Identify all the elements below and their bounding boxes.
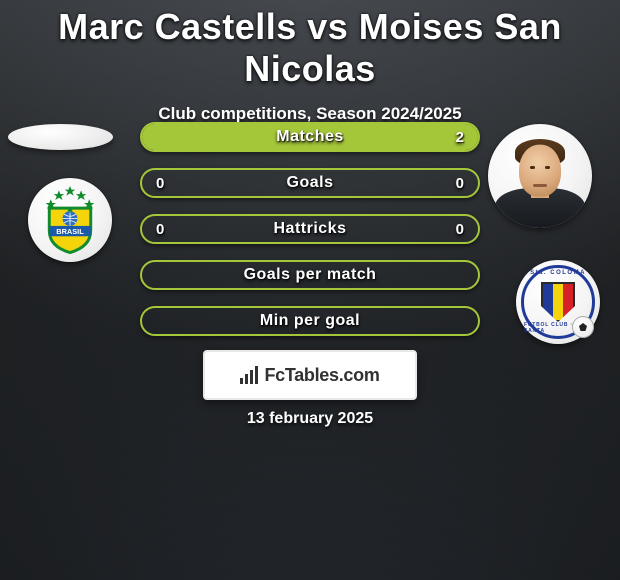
page-title: Marc Castells vs Moises San Nicolas [0, 0, 620, 90]
stat-row: 0Hattricks0 [140, 214, 480, 244]
stat-row: 0Goals0 [140, 168, 480, 198]
club-right-crest: Sta. COLOMA FUTBOL CLUB · SANTA [516, 260, 600, 344]
player-left-photo-placeholder [8, 124, 113, 150]
stat-label: Hattricks [180, 220, 440, 238]
stat-left-value: 0 [156, 175, 180, 192]
stat-row: Min per goal [140, 306, 480, 336]
cbf-crest-icon: BRASIL [33, 183, 107, 257]
stat-label: Goals per match [180, 266, 440, 284]
stat-right-value: 0 [440, 175, 464, 192]
stat-row: Goals per match [140, 260, 480, 290]
stat-right-value: 2 [440, 129, 464, 146]
stat-row: Matches2 [140, 122, 480, 152]
stat-label: Min per goal [180, 312, 440, 330]
stat-left-value: 0 [156, 221, 180, 238]
player-right-photo [488, 124, 592, 228]
stat-rows: Matches20Goals00Hattricks0Goals per matc… [140, 122, 480, 352]
crest-ring: Sta. COLOMA FUTBOL CLUB · SANTA [521, 265, 595, 339]
club-left-crest: BRASIL [28, 178, 112, 262]
branding-label: FcTables.com [264, 365, 379, 386]
stat-right-value: 0 [440, 221, 464, 238]
date-label: 13 february 2025 [0, 410, 620, 428]
subtitle: Club competitions, Season 2024/2025 [0, 104, 620, 124]
svg-text:BRASIL: BRASIL [56, 227, 84, 236]
soccer-ball-icon [572, 316, 594, 338]
bar-chart-icon [240, 366, 258, 384]
crest-shield [541, 282, 575, 322]
comparison-widget: Marc Castells vs Moises San Nicolas Club… [0, 0, 620, 580]
stat-label: Matches [180, 128, 440, 146]
branding-box[interactable]: FcTables.com [203, 350, 417, 400]
stat-label: Goals [180, 174, 440, 192]
crest-top-text: Sta. COLOMA [530, 270, 586, 276]
